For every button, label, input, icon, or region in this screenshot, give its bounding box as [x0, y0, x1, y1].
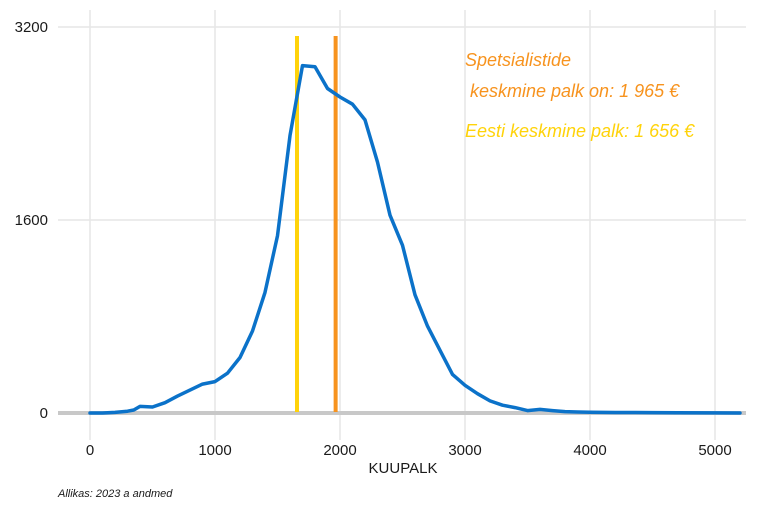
annotation-text: Spetsialistide	[465, 50, 571, 70]
x-tick-label: 0	[86, 442, 94, 459]
series-line	[88, 63, 742, 415]
x-tick-label: 5000	[698, 442, 731, 459]
annotations: Spetsialistide keskmine palk on: 1 965 €…	[465, 50, 695, 141]
x-tick-label: 4000	[573, 442, 606, 459]
tick-labels: 0 1000 2000 3000 4000 5000 0 1600 3200	[15, 19, 732, 459]
x-tick-label: 3000	[448, 442, 481, 459]
y-tick-label: 1600	[15, 212, 48, 229]
x-tick-label: 1000	[198, 442, 231, 459]
y-tick-label: 3200	[15, 19, 48, 36]
x-axis-label: KUUPALK	[369, 460, 438, 477]
reference-lines	[295, 36, 338, 412]
source-note: Allikas: 2023 a andmed	[58, 488, 173, 500]
series-layer	[88, 63, 742, 415]
annotation-text: Eesti keskmine palk: 1 656 €	[465, 121, 695, 141]
gridlines	[58, 10, 746, 440]
annotation-text: keskmine palk on: 1 965 €	[465, 81, 680, 101]
x-tick-label: 2000	[323, 442, 356, 459]
y-tick-label: 0	[40, 405, 48, 422]
